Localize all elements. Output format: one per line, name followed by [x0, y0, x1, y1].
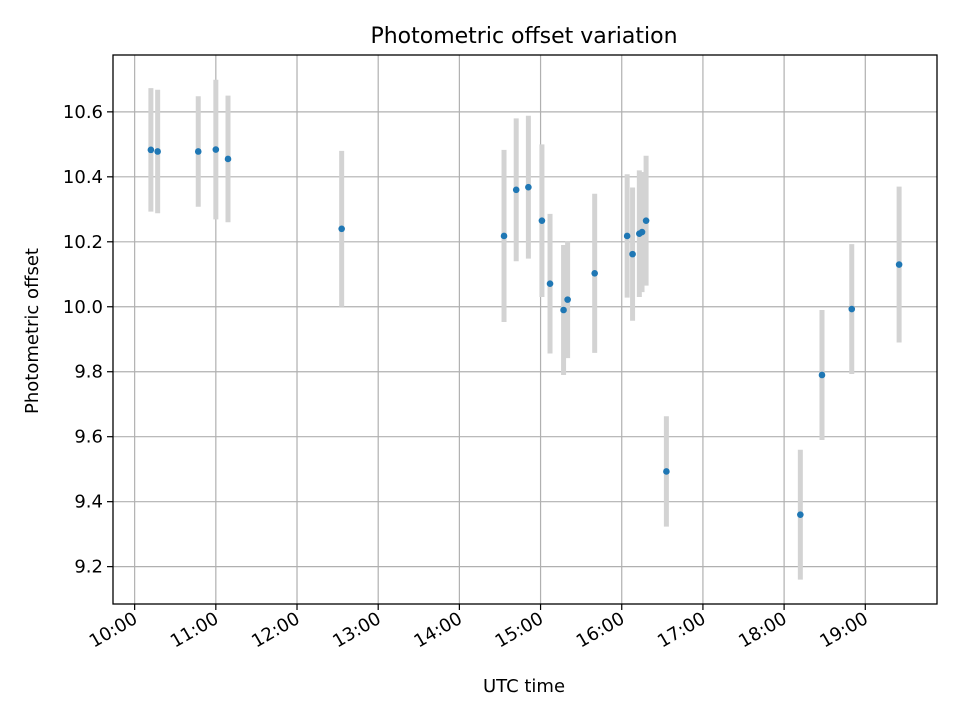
y-axis-ticks: 9.2 9.4 9.6 9.8 10.0 10.2 10.4 10.6: [63, 102, 113, 578]
x-tick-label: 15:00: [492, 608, 547, 652]
data-point: [194, 148, 202, 155]
x-tick-label: 16:00: [573, 608, 628, 652]
data-point: [638, 228, 646, 236]
data-point: [212, 146, 220, 153]
y-tick-label: 9.4: [74, 492, 103, 513]
y-tick-label: 10.6: [63, 102, 103, 123]
y-tick-label: 10.4: [63, 167, 103, 188]
data-point: [500, 232, 508, 240]
data-point: [564, 296, 571, 303]
data-point: [338, 225, 345, 233]
y-tick-label: 10.0: [63, 297, 103, 318]
data-point: [642, 217, 650, 224]
data-point: [538, 217, 546, 224]
x-tick-label: 12:00: [248, 608, 303, 652]
x-tick-label: 17:00: [654, 608, 709, 652]
x-axis-label: UTC time: [483, 676, 565, 697]
data-point: [147, 146, 155, 154]
y-tick-label: 9.2: [74, 557, 103, 578]
data-point: [623, 232, 631, 240]
y-tick-label: 9.6: [74, 427, 103, 448]
data-point: [560, 306, 567, 314]
data-point: [546, 280, 554, 287]
x-tick-label: 19:00: [816, 608, 871, 652]
x-tick-label: 18:00: [735, 608, 790, 652]
y-tick-label: 9.8: [74, 362, 103, 383]
x-tick-label: 11:00: [167, 608, 222, 652]
y-axis-label: Photometric offset: [22, 248, 43, 414]
data-point: [797, 511, 804, 518]
data-point: [512, 186, 520, 194]
plot-frame: [112, 54, 938, 605]
data-point: [591, 270, 598, 277]
data-point: [818, 371, 826, 379]
data-point: [848, 305, 856, 313]
data-points: [147, 146, 903, 518]
data-point: [629, 250, 636, 258]
data-point: [895, 261, 903, 268]
x-tick-label: 14:00: [410, 608, 465, 652]
chart-title: Photometric offset variation: [370, 24, 677, 49]
data-point: [525, 183, 532, 191]
error-bars: [148, 79, 902, 580]
x-axis-ticks: 10:00 11:00 12:00 13:00 14:00 15:00 16:00 17:00…: [86, 604, 872, 652]
x-tick-label: 13:00: [329, 608, 384, 652]
data-point: [154, 148, 161, 155]
data-point: [663, 468, 670, 475]
data-point: [224, 155, 232, 163]
grid-lines: [113, 55, 937, 604]
x-tick-label: 10:00: [86, 608, 141, 652]
y-tick-label: 10.2: [63, 232, 103, 253]
